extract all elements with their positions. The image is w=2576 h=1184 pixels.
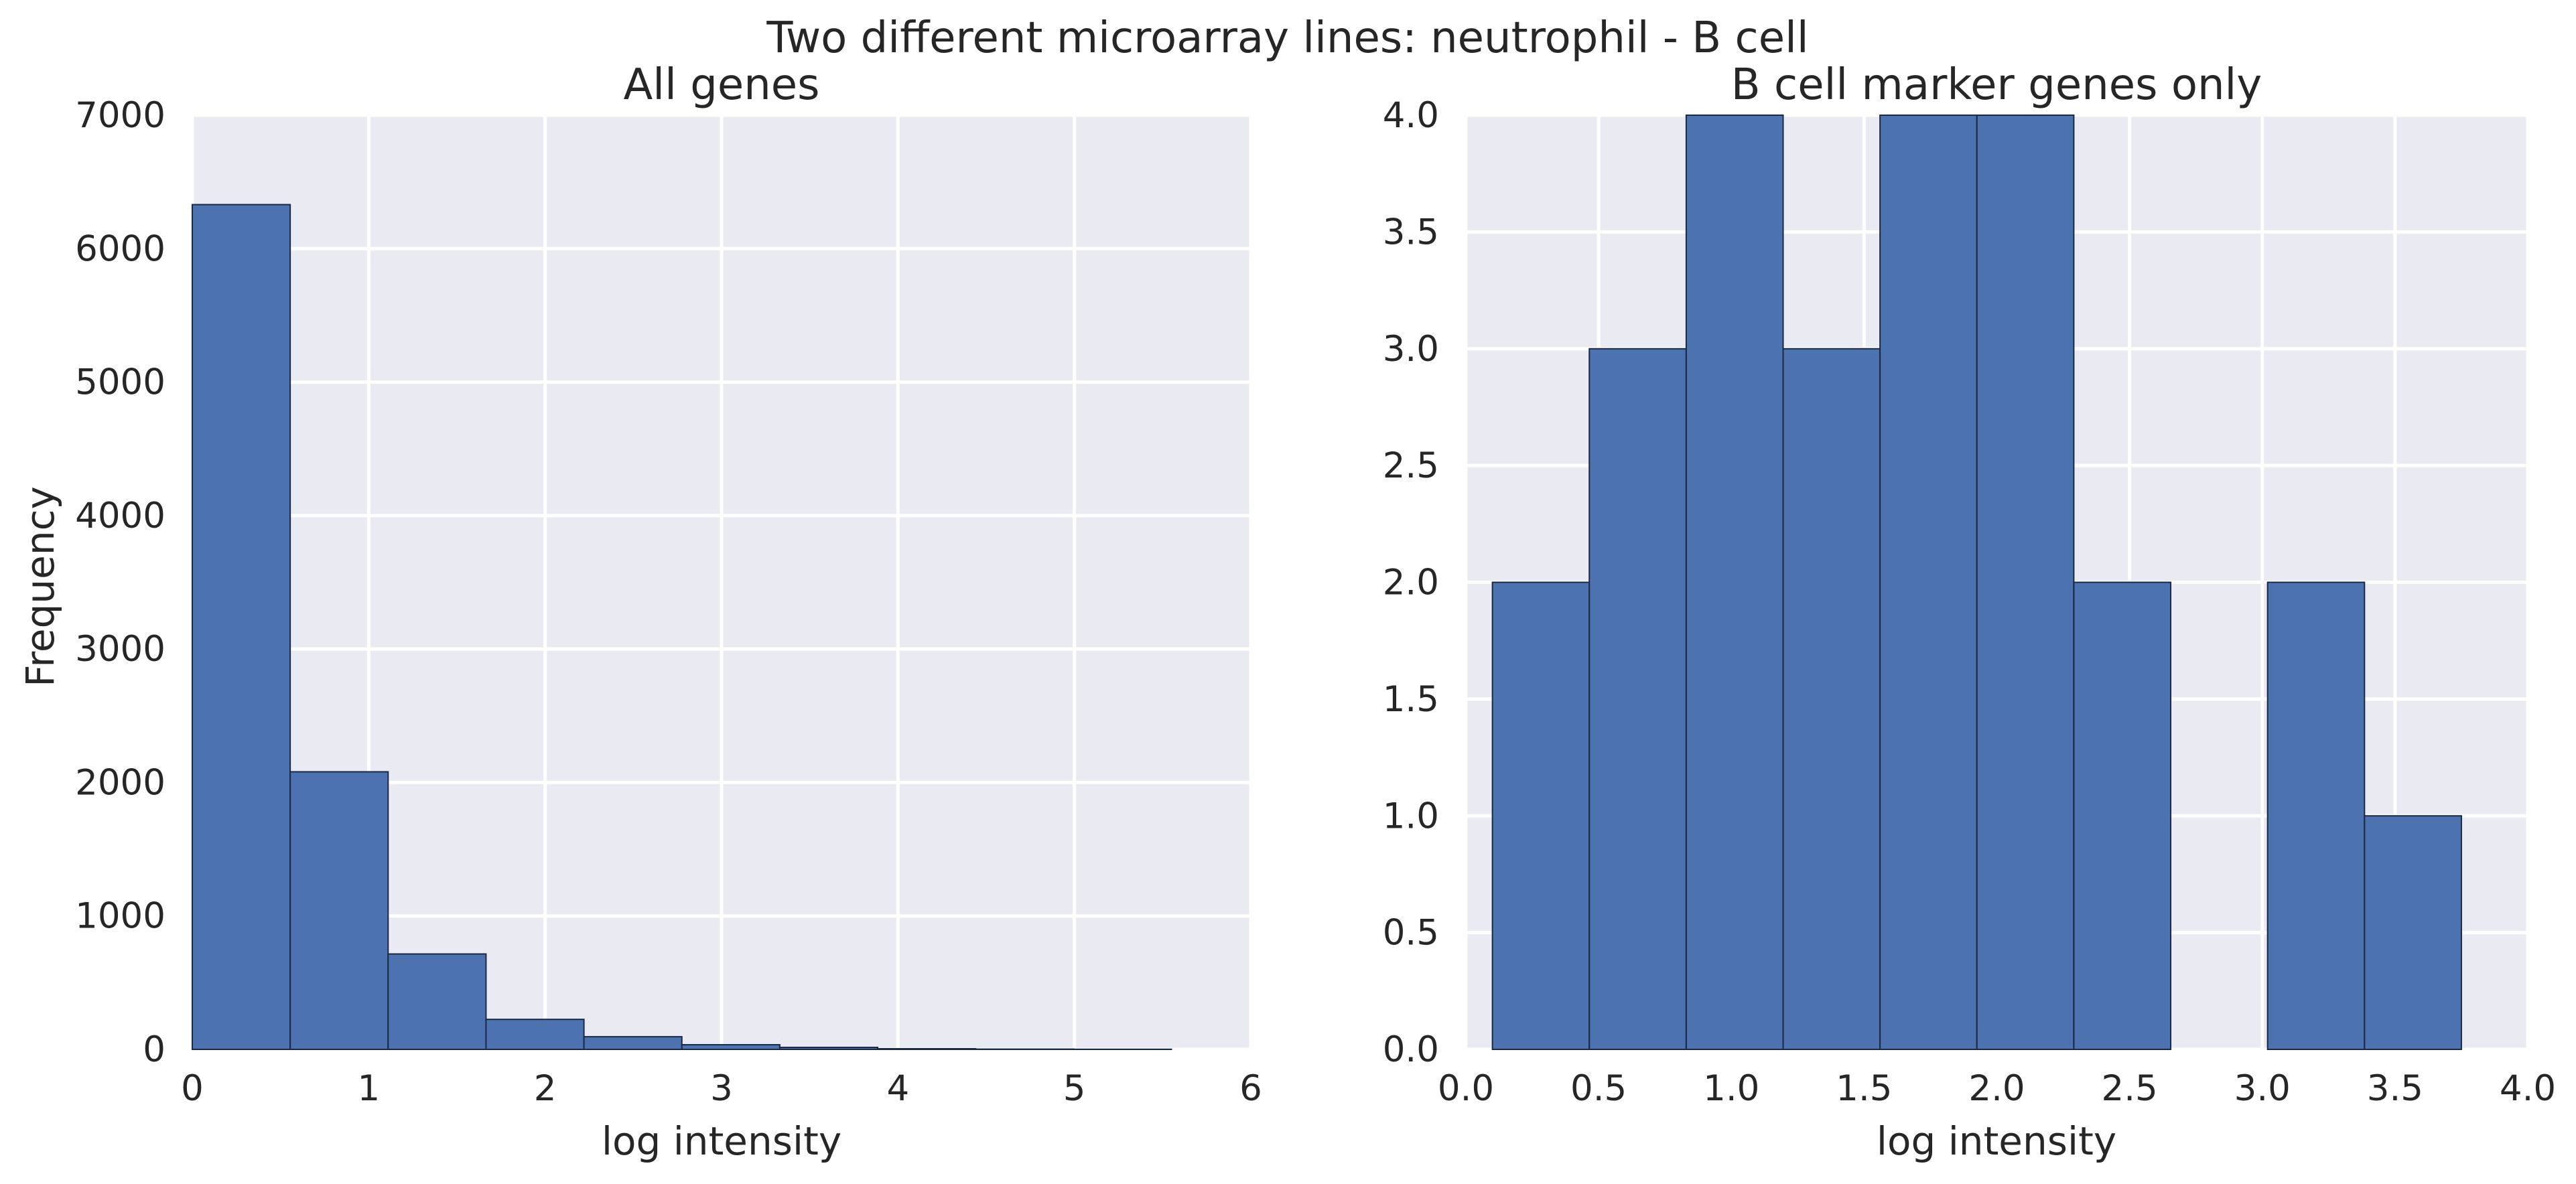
bars (192, 204, 1172, 1051)
x-tick-label: 4 (886, 1068, 909, 1109)
histogram-bar (681, 1044, 781, 1051)
bars (1491, 115, 2462, 1050)
y-tick-label: 1.5 (1383, 679, 1439, 720)
figure-title: Two different microarray lines: neutroph… (766, 13, 1808, 63)
y-tick-label: 2000 (75, 762, 165, 803)
histogram-bar (583, 1036, 683, 1051)
x-tick-label: 6 (1239, 1068, 1262, 1109)
y-tick-label: 5000 (75, 362, 165, 403)
x-tick-label: 4.0 (2500, 1068, 2556, 1109)
y-tick-label: 0.5 (1383, 913, 1439, 954)
y-tick-label: 7000 (75, 95, 165, 136)
histogram-bar (485, 1019, 585, 1051)
x-tick-label: 3.5 (2367, 1068, 2423, 1109)
y-axis-label: Frequency (17, 486, 63, 687)
subplot-title: B cell marker genes only (1731, 60, 2262, 110)
x-axis-label: log intensity (602, 1118, 841, 1164)
x-tick-label: 1.5 (1836, 1068, 1892, 1109)
histogram-bar (2364, 815, 2462, 1050)
x-tick-label: 3.0 (2234, 1068, 2291, 1109)
x-tick-label: 0.5 (1570, 1068, 1627, 1109)
y-tick-label: 2.5 (1383, 445, 1439, 486)
x-tick-label: 0 (181, 1068, 204, 1109)
histogram-bar (1879, 115, 1978, 1050)
histogram-bar (1976, 115, 2075, 1050)
histogram-bar (778, 1047, 879, 1051)
x-tick-label: 3 (710, 1068, 733, 1109)
x-tick-label: 0.0 (1438, 1068, 1494, 1109)
x-tick-label: 1.0 (1703, 1068, 1759, 1109)
histogram-bar (1588, 348, 1687, 1050)
subplot-title: All genes (624, 60, 820, 110)
y-tick-labels: 0 1000 2000 3000 4000 5000 6000 7000 (75, 95, 165, 1070)
histogram-bar (2073, 581, 2172, 1050)
x-tick-label: 2 (534, 1068, 557, 1109)
histogram-bar (1782, 348, 1881, 1050)
y-tick-label: 2.0 (1383, 563, 1439, 603)
x-tick-label: 1 (357, 1068, 380, 1109)
histogram-bar (387, 953, 487, 1051)
histogram-bar (2266, 581, 2366, 1050)
x-tick-labels: 0.0 0.5 1.0 1.5 2.0 2.5 3.0 3.5 4.0 (1438, 1068, 2556, 1109)
x-axis-label: log intensity (1877, 1118, 2116, 1164)
y-tick-label: 3.0 (1383, 329, 1439, 370)
b-cell-marker-histogram: 0.0 0.5 1.0 1.5 2.0 2.5 3.0 3.5 4.0 0.0 0.5 1.0 1.5… (1383, 60, 2556, 1164)
y-tick-labels: 0.0 0.5 1.0 1.5 2.0 2.5 3.0 3.5 4.0 (1383, 95, 1439, 1070)
y-tick-label: 4000 (75, 496, 165, 536)
x-tick-label: 5 (1063, 1068, 1086, 1109)
y-tick-label: 1000 (75, 896, 165, 937)
y-tick-label: 4.0 (1383, 95, 1439, 136)
y-tick-label: 3000 (75, 629, 165, 670)
y-tick-label: 3.5 (1383, 212, 1439, 252)
x-tick-label: 2.0 (1968, 1068, 2025, 1109)
y-tick-label: 1.0 (1383, 796, 1439, 836)
y-tick-label: 0.0 (1383, 1029, 1439, 1070)
histogram-bar (1491, 581, 1590, 1050)
histogram-bar (289, 771, 389, 1050)
y-tick-label: 0 (143, 1029, 165, 1070)
histogram-bar (192, 204, 291, 1050)
x-tick-label: 2.5 (2101, 1068, 2157, 1109)
y-tick-label: 6000 (75, 228, 165, 269)
all-genes-histogram: 0 1 2 3 4 5 6 0 1000 2000 3000 4000 5000 6000 7000 Al… (17, 60, 1262, 1164)
x-tick-labels: 0 1 2 3 4 5 6 (181, 1068, 1262, 1109)
histogram-bar (1685, 115, 1784, 1050)
